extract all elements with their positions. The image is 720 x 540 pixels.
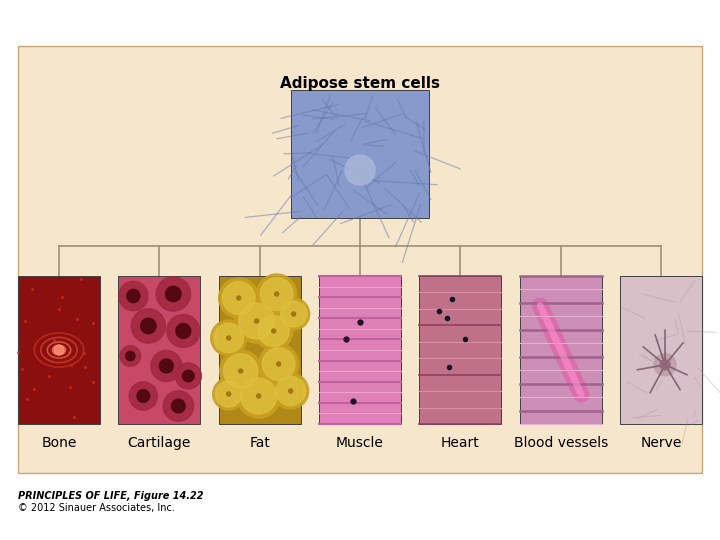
- Circle shape: [271, 329, 276, 333]
- Circle shape: [176, 323, 191, 339]
- Text: Fat: Fat: [249, 436, 270, 450]
- Text: Blood vessels: Blood vessels: [513, 436, 608, 450]
- Circle shape: [256, 274, 297, 314]
- Circle shape: [214, 323, 243, 353]
- Circle shape: [654, 354, 676, 376]
- Circle shape: [166, 286, 181, 302]
- Bar: [620, 276, 702, 424]
- Circle shape: [119, 281, 148, 310]
- Circle shape: [131, 309, 166, 343]
- Text: Muscle: Muscle: [336, 436, 384, 450]
- Circle shape: [235, 299, 279, 343]
- Text: Heart: Heart: [441, 436, 480, 450]
- Circle shape: [274, 292, 279, 296]
- Circle shape: [276, 376, 305, 406]
- Circle shape: [278, 298, 310, 330]
- Circle shape: [273, 373, 309, 409]
- Circle shape: [140, 318, 156, 334]
- Circle shape: [238, 369, 243, 373]
- Text: © 2012 Sinauer Associates, Inc.: © 2012 Sinauer Associates, Inc.: [18, 503, 175, 513]
- Circle shape: [238, 303, 275, 339]
- Circle shape: [292, 312, 296, 316]
- Circle shape: [262, 348, 295, 380]
- Circle shape: [260, 278, 293, 310]
- Bar: [319, 276, 401, 424]
- Bar: [18, 276, 100, 424]
- Text: Bone: Bone: [41, 436, 77, 450]
- Circle shape: [175, 363, 202, 389]
- Circle shape: [289, 389, 292, 393]
- Bar: [18, 46, 702, 473]
- Circle shape: [212, 378, 245, 410]
- Circle shape: [240, 378, 276, 414]
- Circle shape: [127, 289, 140, 302]
- Circle shape: [256, 394, 261, 398]
- Circle shape: [258, 344, 299, 384]
- Bar: [520, 276, 602, 424]
- Circle shape: [222, 281, 255, 314]
- Circle shape: [137, 390, 150, 402]
- Text: Figure 14.22  Differentiation Potential of Stem Cells from Fat: Figure 14.22 Differentiation Potential o…: [9, 7, 428, 21]
- Bar: [291, 90, 429, 218]
- Circle shape: [227, 392, 230, 396]
- Text: Cartilage: Cartilage: [127, 436, 191, 450]
- Circle shape: [171, 399, 185, 413]
- Circle shape: [120, 346, 140, 366]
- Circle shape: [660, 360, 670, 370]
- Bar: [219, 276, 301, 424]
- Circle shape: [211, 320, 247, 356]
- Circle shape: [167, 314, 200, 348]
- Circle shape: [255, 312, 292, 350]
- Circle shape: [276, 362, 281, 366]
- Circle shape: [156, 277, 191, 311]
- Text: PRINCIPLES OF LIFE, Figure 14.22: PRINCIPLES OF LIFE, Figure 14.22: [18, 491, 204, 501]
- Circle shape: [237, 296, 240, 300]
- Circle shape: [223, 354, 258, 388]
- Bar: [118, 276, 200, 424]
- Circle shape: [258, 315, 289, 347]
- Circle shape: [159, 359, 174, 373]
- Circle shape: [227, 336, 230, 340]
- Circle shape: [255, 319, 258, 323]
- Circle shape: [237, 374, 281, 418]
- Text: Adipose stem cells: Adipose stem cells: [280, 76, 440, 91]
- Circle shape: [54, 345, 64, 355]
- Circle shape: [215, 381, 242, 407]
- Circle shape: [219, 278, 258, 318]
- Circle shape: [126, 352, 135, 361]
- Circle shape: [182, 370, 194, 382]
- Bar: [419, 276, 501, 424]
- Bar: [291, 90, 429, 218]
- Circle shape: [150, 350, 182, 382]
- Circle shape: [163, 391, 194, 421]
- Text: Nerve: Nerve: [640, 436, 682, 450]
- Circle shape: [220, 350, 261, 392]
- Circle shape: [129, 382, 158, 410]
- Circle shape: [345, 155, 375, 185]
- Circle shape: [281, 301, 307, 327]
